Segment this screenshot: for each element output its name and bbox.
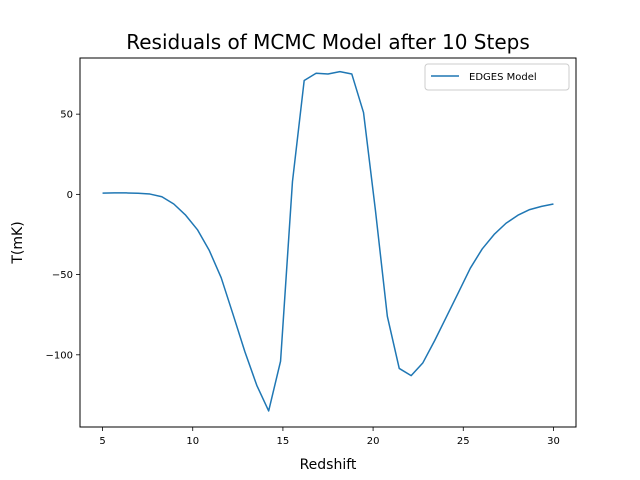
- plot-frame: [79, 57, 577, 428]
- plot-area: 5 10 15 20 25 30 −100 −50 0 50: [46, 57, 577, 447]
- legend-box: [424, 63, 570, 91]
- chart-title: Residuals of MCMC Model after 10 Steps: [126, 30, 530, 54]
- y-tick-label: −50: [52, 270, 73, 281]
- y-tick-label: −100: [46, 350, 73, 361]
- x-tick-label: 15: [277, 436, 290, 447]
- legend: EDGES Model: [424, 63, 570, 91]
- y-tick-label: 0: [67, 190, 73, 201]
- series-line-edges-model: [102, 70, 554, 412]
- legend-label: EDGES Model: [469, 72, 537, 83]
- y-axis: −100 −50 0 50: [46, 110, 80, 361]
- x-tick-label: 10: [186, 436, 199, 447]
- x-tick-label: 5: [99, 436, 105, 447]
- x-axis-label: Redshift: [300, 457, 357, 473]
- x-axis: 5 10 15 20 25 30: [99, 427, 560, 447]
- x-tick-label: 25: [457, 436, 470, 447]
- y-axis-label: T(mK): [10, 221, 26, 264]
- x-tick-label: 20: [367, 436, 380, 447]
- x-tick-label: 30: [547, 436, 560, 447]
- y-tick-label: 50: [60, 110, 73, 121]
